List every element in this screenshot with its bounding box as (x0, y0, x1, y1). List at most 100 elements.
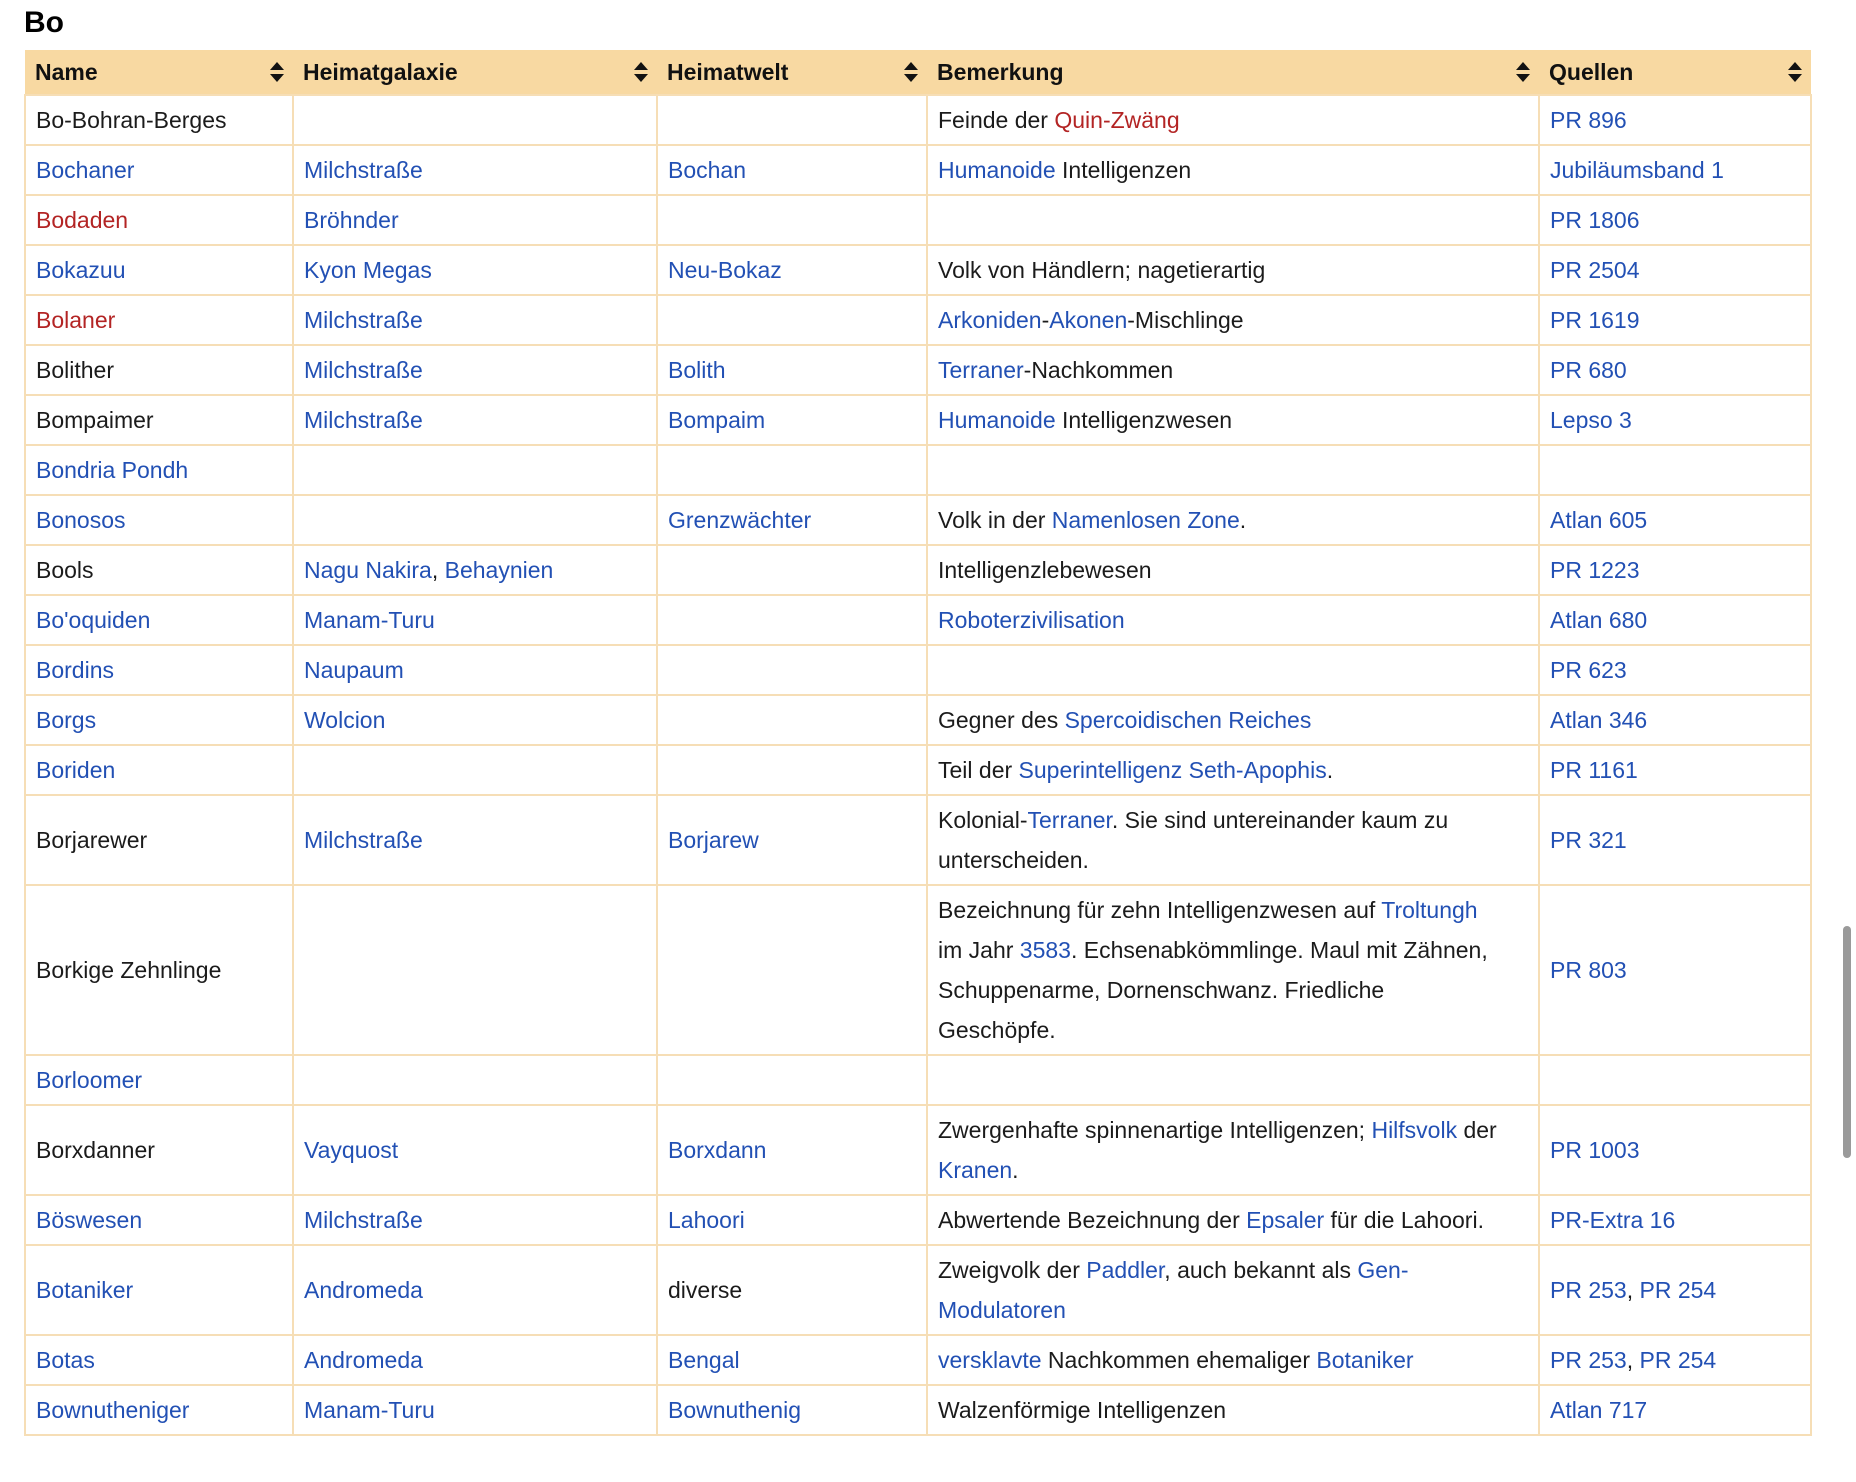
wiki-link[interactable]: Jubiläumsband 1 (1550, 157, 1724, 183)
column-header-name[interactable]: Name (25, 50, 293, 96)
world-cell (656, 544, 928, 596)
wiki-link[interactable]: PR 254 (1639, 1347, 1717, 1373)
wiki-link[interactable]: Gen-Modulatoren (938, 1257, 1409, 1323)
cell-text: Zwergenhafte spinnenartige Intelligenzen… (938, 1117, 1372, 1143)
wiki-link[interactable]: Borxdann (668, 1137, 767, 1163)
wiki-link[interactable]: Atlan 346 (1550, 707, 1648, 733)
wiki-link[interactable]: Kranen (938, 1157, 1013, 1183)
wiki-link[interactable]: PR 2504 (1550, 257, 1640, 283)
wiki-link[interactable]: Bo'oquiden (36, 607, 151, 633)
wiki-link[interactable]: Troltungh (1381, 897, 1478, 923)
wiki-link[interactable]: versklavte (938, 1347, 1042, 1373)
wiki-link[interactable]: PR 680 (1550, 357, 1627, 383)
wiki-link[interactable]: Botaniker (36, 1277, 134, 1303)
wiki-link[interactable]: PR 1806 (1550, 207, 1640, 233)
wiki-link[interactable]: Andromeda (304, 1277, 423, 1303)
wiki-link[interactable]: Humanoide (938, 157, 1056, 183)
wiki-link[interactable]: Milchstraße (304, 407, 423, 433)
wiki-link[interactable]: Milchstraße (304, 357, 423, 383)
wiki-link[interactable]: Lepso 3 (1550, 407, 1632, 433)
wiki-link[interactable]: Manam-Turu (304, 1397, 435, 1423)
wiki-link[interactable]: Bonosos (36, 507, 126, 533)
wiki-link[interactable]: Borloomer (36, 1067, 143, 1093)
wiki-link[interactable]: Akonen (1049, 307, 1128, 333)
wiki-link[interactable]: Namenlosen Zone (1051, 507, 1240, 533)
wiki-link[interactable]: Bownutheniger (36, 1397, 190, 1423)
column-header-bemerkung[interactable]: Bemerkung (927, 50, 1539, 96)
wiki-link[interactable]: Andromeda (304, 1347, 423, 1373)
wiki-link[interactable]: Bengal (668, 1347, 740, 1373)
wiki-link[interactable]: Milchstraße (304, 827, 423, 853)
wiki-link[interactable]: Bokazuu (36, 257, 126, 283)
name-cell: Borgs (24, 694, 294, 746)
wiki-link[interactable]: Manam-Turu (304, 607, 435, 633)
wiki-link[interactable]: Terraner (1027, 807, 1112, 833)
wiki-link[interactable]: Botaniker (1316, 1347, 1414, 1373)
wiki-link[interactable]: Arkoniden (938, 307, 1042, 333)
wiki-link[interactable]: Kyon Megas (304, 257, 432, 283)
wiki-link[interactable]: Bordins (36, 657, 114, 683)
wiki-link[interactable]: Neu-Bokaz (668, 257, 782, 283)
wiki-link[interactable]: Nagu Nakira (304, 557, 432, 583)
wiki-link[interactable]: Bolith (668, 357, 726, 383)
wiki-link[interactable]: Roboterzivilisation (938, 607, 1125, 633)
wiki-link[interactable]: PR-Extra 16 (1550, 1207, 1676, 1233)
sources-cell: PR 1161 (1538, 744, 1812, 796)
wiki-link[interactable]: Lahoori (668, 1207, 745, 1233)
wiki-link[interactable]: Spercoidischen Reiches (1064, 707, 1312, 733)
wiki-link[interactable]: PR 253 (1550, 1347, 1627, 1373)
wiki-link[interactable]: Wolcion (304, 707, 386, 733)
wiki-link[interactable]: Bondria Pondh (36, 457, 189, 483)
wiki-link[interactable]: PR 623 (1550, 657, 1627, 683)
wiki-link[interactable]: PR 1161 (1550, 757, 1638, 783)
wiki-link[interactable]: PR 254 (1639, 1277, 1717, 1303)
table-row: Bondria Pondh (24, 444, 1812, 496)
red-link[interactable]: Quin-Zwäng (1054, 107, 1180, 133)
wiki-link[interactable]: Bröhnder (304, 207, 399, 233)
wiki-link[interactable]: Boriden (36, 757, 116, 783)
wiki-link[interactable]: Humanoide (938, 407, 1056, 433)
name-cell: Botas (24, 1334, 294, 1386)
wiki-link[interactable]: Atlan 717 (1550, 1397, 1648, 1423)
wiki-link[interactable]: Grenzwächter (668, 507, 812, 533)
wiki-link[interactable]: Behaynien (444, 557, 554, 583)
column-header-heimatgalaxie[interactable]: Heimatgalaxie (293, 50, 657, 96)
wiki-link[interactable]: Atlan 605 (1550, 507, 1648, 533)
vertical-scrollbar-thumb[interactable] (1843, 926, 1851, 1158)
wiki-link[interactable]: Milchstraße (304, 157, 423, 183)
wiki-link[interactable]: PR 321 (1550, 827, 1627, 853)
wiki-link[interactable]: Bompaim (668, 407, 766, 433)
wiki-link[interactable]: PR 253 (1550, 1277, 1627, 1303)
wiki-link[interactable]: PR 1619 (1550, 307, 1640, 333)
wiki-link[interactable]: Terraner (938, 357, 1024, 383)
wiki-link[interactable]: Botas (36, 1347, 95, 1373)
wiki-link[interactable]: 3583 (1019, 937, 1071, 963)
wiki-link[interactable]: PR 896 (1550, 107, 1627, 133)
wiki-link[interactable]: Superintelligenz Seth-Apophis (1018, 757, 1327, 783)
sources-cell: PR 253, PR 254 (1538, 1244, 1812, 1336)
wiki-link[interactable]: Bownuthenig (668, 1397, 801, 1423)
column-header-quellen[interactable]: Quellen (1539, 50, 1811, 96)
wiki-link[interactable]: Bochan (668, 157, 747, 183)
wiki-link[interactable]: PR 1223 (1550, 557, 1640, 583)
wiki-link[interactable]: Milchstraße (304, 307, 423, 333)
wiki-link[interactable]: Hilfsvolk (1371, 1117, 1458, 1143)
red-link[interactable]: Bodaden (36, 207, 129, 233)
wiki-link[interactable]: Bochaner (36, 157, 135, 183)
wiki-link[interactable]: Borjarew (668, 827, 759, 853)
wiki-link[interactable]: Atlan 680 (1550, 607, 1648, 633)
wiki-link[interactable]: Borgs (36, 707, 97, 733)
red-link[interactable]: Bolaner (36, 307, 116, 333)
wiki-link[interactable]: PR 1003 (1550, 1137, 1640, 1163)
wiki-link[interactable]: Paddler (1086, 1257, 1165, 1283)
wiki-link[interactable]: Epsaler (1246, 1207, 1325, 1233)
wiki-link[interactable]: Milchstraße (304, 1207, 423, 1233)
wiki-link[interactable]: Böswesen (36, 1207, 143, 1233)
wiki-link[interactable]: PR 803 (1550, 957, 1627, 983)
cell-text: -Mischlinge (1127, 307, 1244, 333)
table-body: Bo-Bohran-Berges Feinde der Quin-Zwäng PR … (24, 94, 1812, 1436)
column-header-heimatwelt[interactable]: Heimatwelt (657, 50, 927, 96)
name-cell: Bolither (24, 344, 294, 396)
wiki-link[interactable]: Naupaum (304, 657, 404, 683)
wiki-link[interactable]: Vayquost (304, 1137, 399, 1163)
